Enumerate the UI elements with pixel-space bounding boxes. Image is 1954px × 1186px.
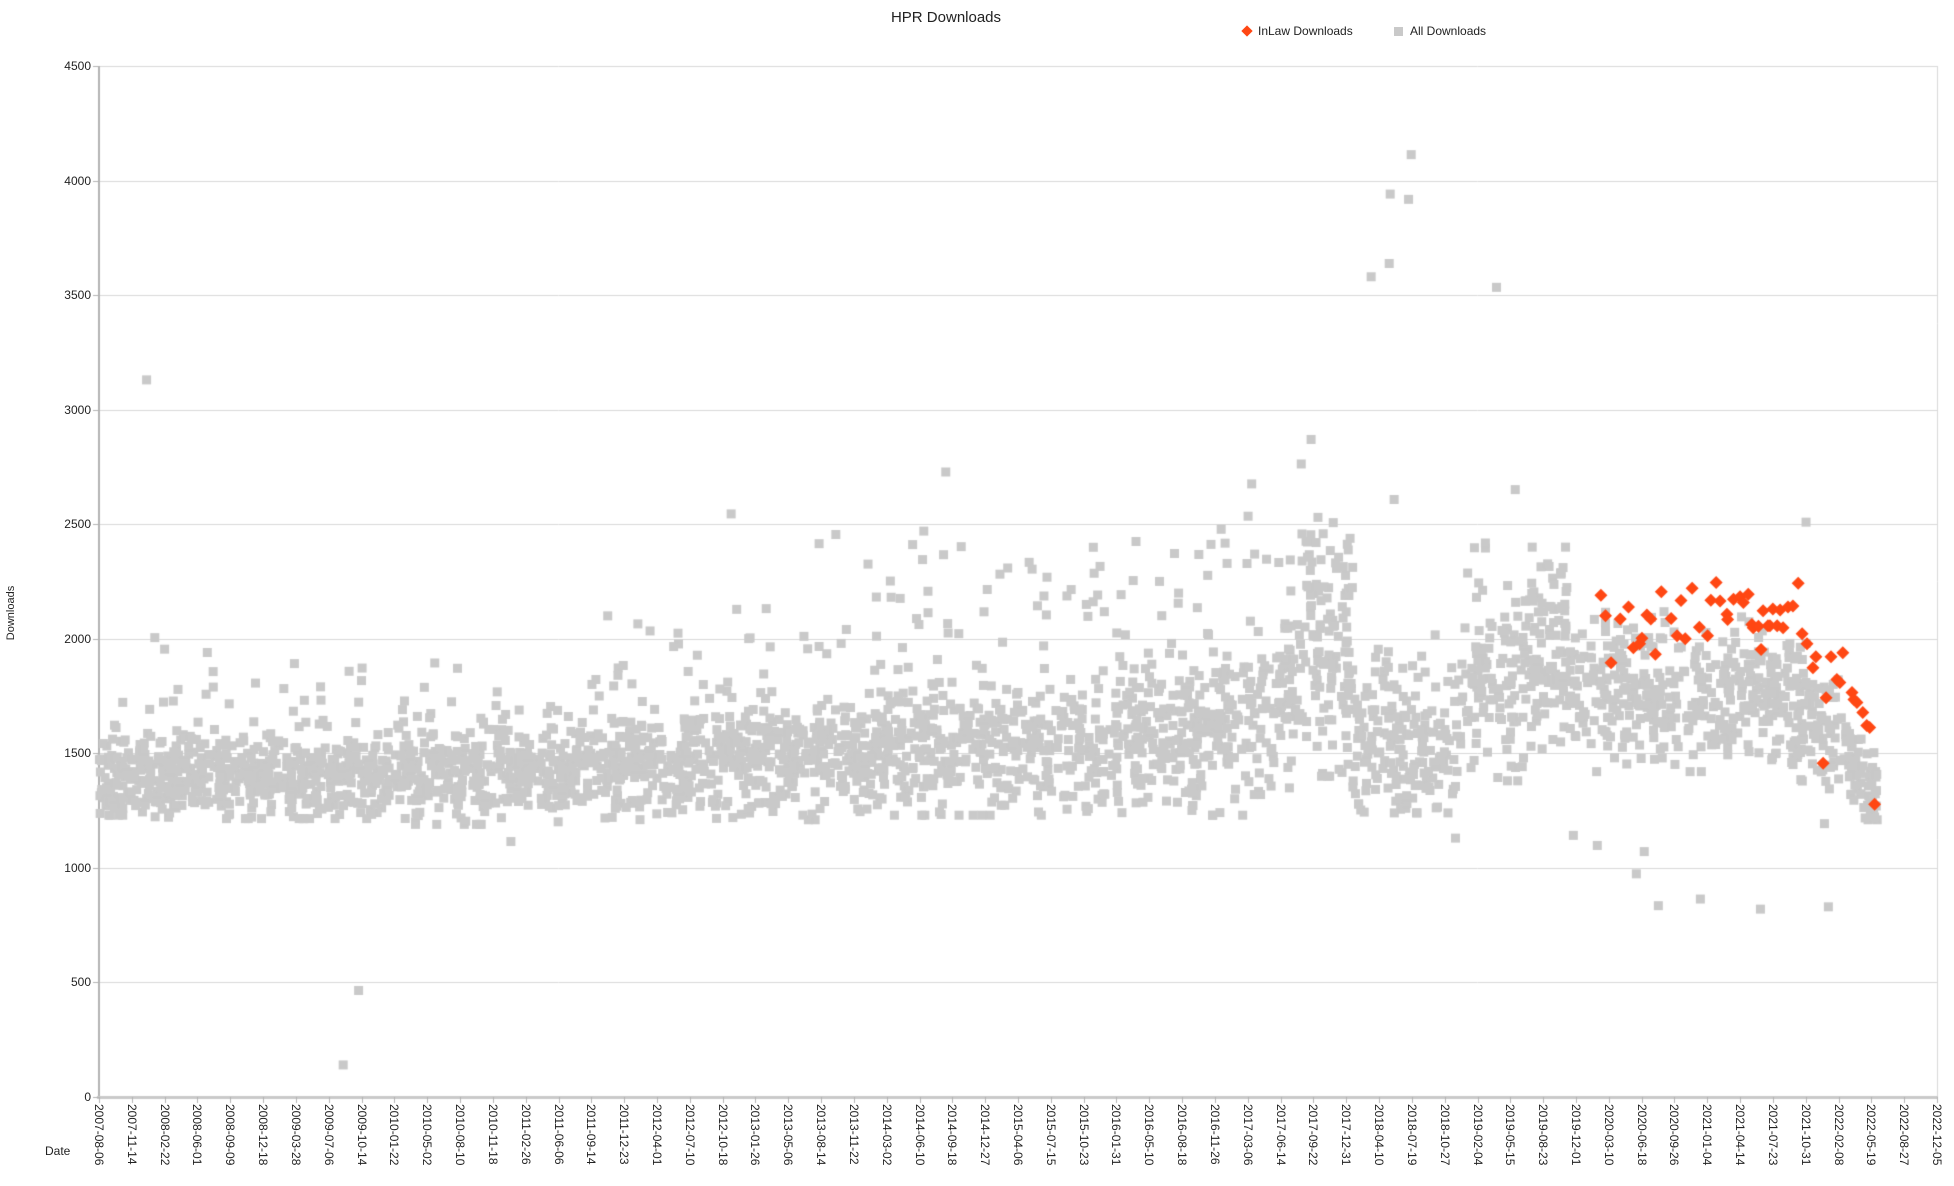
y-tick-label: 1000 [64, 860, 91, 875]
x-tick-label: 2017-06-14 [1273, 1104, 1288, 1166]
x-tick-label: 2008-06-01 [190, 1104, 205, 1166]
x-tick-label: 2022-02-08 [1831, 1104, 1846, 1166]
y-tick-label: 4000 [64, 173, 91, 188]
x-tick-label: 2016-11-26 [1207, 1104, 1222, 1165]
x-tick-label: 2015-07-15 [1043, 1104, 1058, 1166]
x-tick-label: 2018-04-10 [1372, 1104, 1387, 1166]
legend-label-inlaw: InLaw Downloads [1258, 24, 1353, 38]
y-tick-label: 3000 [64, 402, 91, 417]
chart-title: HPR Downloads [890, 9, 1002, 26]
x-tick-label: 2011-06-06 [551, 1104, 566, 1165]
x-tick-label: 2016-05-10 [1142, 1104, 1157, 1166]
x-tick-label: 2013-08-14 [814, 1104, 829, 1166]
x-tick-label: 2017-12-31 [1339, 1104, 1354, 1166]
x-tick-label: 2008-12-18 [256, 1104, 271, 1166]
x-tick-label: 2020-06-18 [1634, 1104, 1649, 1166]
legend-item-all-downloads: All Downloads [1394, 24, 1486, 38]
x-tick-label: 2011-12-23 [617, 1104, 632, 1165]
x-tick-label: 2011-09-14 [584, 1104, 599, 1165]
y-tick-label: 3500 [64, 288, 91, 303]
x-tick-label: 2009-03-28 [288, 1104, 303, 1166]
y-tick-label: 0 [84, 1090, 91, 1104]
x-tick-label: 2018-10-27 [1437, 1104, 1452, 1166]
x-tick-label: 2017-09-22 [1306, 1104, 1321, 1166]
x-tick-label: 2019-02-04 [1470, 1104, 1485, 1166]
x-axis-title: Date [45, 1144, 71, 1158]
x-tick-label: 2014-12-27 [978, 1104, 993, 1166]
x-tick-label: 2020-03-10 [1601, 1104, 1616, 1166]
x-tick-label: 2009-07-06 [321, 1104, 336, 1166]
x-tick-label: 2022-12-05 [1930, 1104, 1944, 1166]
x-tick-label: 2012-07-10 [682, 1104, 697, 1166]
x-tick-label: 2013-11-22 [846, 1104, 861, 1165]
x-tick-label: 2010-05-02 [420, 1104, 435, 1166]
x-tick-label: 2012-04-01 [649, 1104, 664, 1166]
x-tick-label: 2019-12-01 [1568, 1104, 1583, 1166]
legend-label-all: All Downloads [1410, 24, 1487, 38]
x-tick-label: 2021-10-31 [1798, 1104, 1813, 1166]
x-tick-label: 2021-04-14 [1733, 1104, 1748, 1166]
y-tick-label: 4500 [64, 59, 91, 73]
y-tick-label: 1500 [64, 746, 91, 761]
x-tick-label: 2010-11-18 [485, 1104, 500, 1165]
all-square-marker-icon [1394, 26, 1403, 36]
x-tick-label: 2013-05-06 [781, 1104, 796, 1166]
x-tick-label: 2007-11-14 [124, 1104, 139, 1165]
x-tick-label: 2021-07-23 [1765, 1104, 1780, 1166]
x-tick-label: 2021-01-04 [1700, 1104, 1715, 1166]
legend-item-inlaw-downloads: InLaw Downloads [1241, 24, 1353, 38]
x-tick-label: 2022-05-19 [1864, 1104, 1879, 1166]
x-tick-label: 2008-09-09 [223, 1104, 238, 1166]
x-tick-label: 2013-01-26 [748, 1104, 763, 1166]
x-tick-label: 2011-02-26 [518, 1104, 533, 1165]
x-tick-label: 2017-03-06 [1240, 1104, 1255, 1166]
x-tick-label: 2015-04-06 [1011, 1104, 1025, 1166]
inlaw-diamond-marker-icon [1241, 25, 1253, 37]
y-tick-label: 2500 [64, 517, 91, 532]
x-tick-label: 2014-09-18 [945, 1104, 960, 1166]
x-tick-label: 2014-03-02 [879, 1104, 894, 1166]
x-tick-label: 2009-10-14 [354, 1104, 369, 1166]
x-tick-label: 2012-10-18 [715, 1104, 730, 1166]
x-tick-label: 2022-08-27 [1897, 1104, 1912, 1166]
y-tick-label: 500 [70, 975, 91, 990]
x-tick-label: 2018-07-19 [1404, 1104, 1419, 1166]
x-tick-label: 2016-01-31 [1109, 1104, 1124, 1166]
x-tick-label: 2019-08-23 [1536, 1104, 1551, 1166]
x-tick-label: 2010-08-10 [453, 1104, 468, 1166]
x-tick-label: 2014-06-10 [912, 1104, 927, 1166]
x-tick-label: 2015-10-23 [1076, 1104, 1091, 1166]
x-tick-label: 2016-08-18 [1175, 1104, 1190, 1166]
y-tick-label: 2000 [64, 631, 91, 646]
x-tick-label: 2008-02-22 [157, 1104, 172, 1166]
x-tick-label: 2020-09-26 [1667, 1104, 1682, 1166]
x-tick-label: 2010-01-22 [387, 1104, 402, 1166]
x-tick-label: 2007-08-06 [92, 1104, 106, 1166]
y-axis-title: Downloads [5, 585, 17, 641]
x-tick-label: 2019-05-15 [1503, 1104, 1518, 1166]
